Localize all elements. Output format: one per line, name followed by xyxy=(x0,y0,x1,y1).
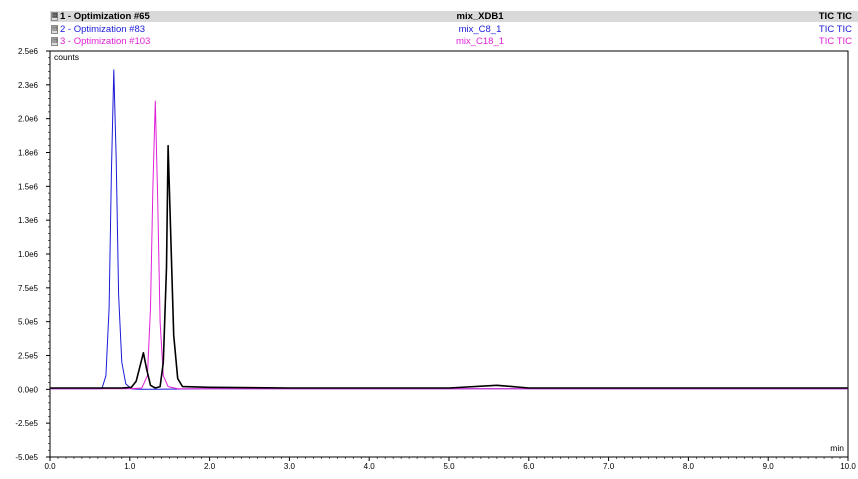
y-tick-label: 1.8e6 xyxy=(18,149,39,158)
legend-trace: TIC TIC xyxy=(818,11,852,22)
y-tick-label: 0.0e0 xyxy=(18,385,39,394)
chromatogram-legend: ▤ 1 - Optimization #65 mix_XDB1 TIC TIC … xyxy=(0,0,858,48)
x-tick-label: 1.0 xyxy=(124,462,136,471)
x-axis-label: min xyxy=(830,443,844,453)
trace-line-1 xyxy=(50,144,848,389)
legend-sample: mix_XDB1 xyxy=(456,11,504,22)
y-tick-label: -2.5e5 xyxy=(15,419,38,428)
trace-toggle-icon[interactable]: ▤ xyxy=(51,37,58,46)
x-tick-label: 4.0 xyxy=(364,462,376,471)
x-tick-label: 0.0 xyxy=(44,462,56,471)
y-tick-label: 7.5e5 xyxy=(18,284,39,293)
y-tick-label: 1.3e6 xyxy=(18,216,39,225)
y-tick-label: 2.5e6 xyxy=(18,47,39,56)
y-tick-label: 2.0e6 xyxy=(18,115,39,124)
legend-name: 2 - Optimization #83 xyxy=(60,24,146,35)
plot-frame xyxy=(49,50,849,458)
x-tick-label: 6.0 xyxy=(523,462,535,471)
x-tick-label: 8.0 xyxy=(683,462,695,471)
trace-toggle-icon[interactable]: ▤ xyxy=(51,12,58,21)
x-tick-label: 5.0 xyxy=(443,462,455,471)
trace-line-2 xyxy=(50,69,848,390)
legend-sample: mix_C8_1 xyxy=(458,24,502,35)
x-tick-label: 7.0 xyxy=(603,462,615,471)
legend-name: 3 - Optimization #103 xyxy=(60,36,151,47)
y-tick-label: 5.0e5 xyxy=(18,318,39,327)
legend-name: 1 - Optimization #65 xyxy=(60,11,150,22)
legend-trace: TIC TIC xyxy=(818,36,852,47)
x-tick-label: 3.0 xyxy=(284,462,296,471)
legend-row-1[interactable]: ▤ 1 - Optimization #65 mix_XDB1 TIC TIC xyxy=(50,11,858,22)
trace-line-3 xyxy=(50,100,848,390)
legend-row-2[interactable]: ▤ 2 - Optimization #83 mix_C8_1 TIC TIC xyxy=(50,24,858,35)
y-tick-label: 2.5e5 xyxy=(18,352,39,361)
x-tick-label: 2.0 xyxy=(204,462,216,471)
x-tick-label: 10.0 xyxy=(840,462,856,471)
trace-toggle-icon[interactable]: ▤ xyxy=(51,25,58,34)
x-tick-label: 9.0 xyxy=(763,462,775,471)
y-tick-label: 1.0e6 xyxy=(18,250,39,259)
y-axis-label: counts xyxy=(54,52,79,62)
y-tick-label: 1.5e6 xyxy=(18,182,39,191)
legend-sample: mix_C18_1 xyxy=(455,36,505,47)
y-tick-label: -5.0e5 xyxy=(15,453,38,462)
legend-row-3[interactable]: ▤ 3 - Optimization #103 mix_C18_1 TIC TI… xyxy=(50,36,858,47)
y-tick-label: 2.3e6 xyxy=(18,81,39,90)
legend-trace: TIC TIC xyxy=(818,24,852,35)
